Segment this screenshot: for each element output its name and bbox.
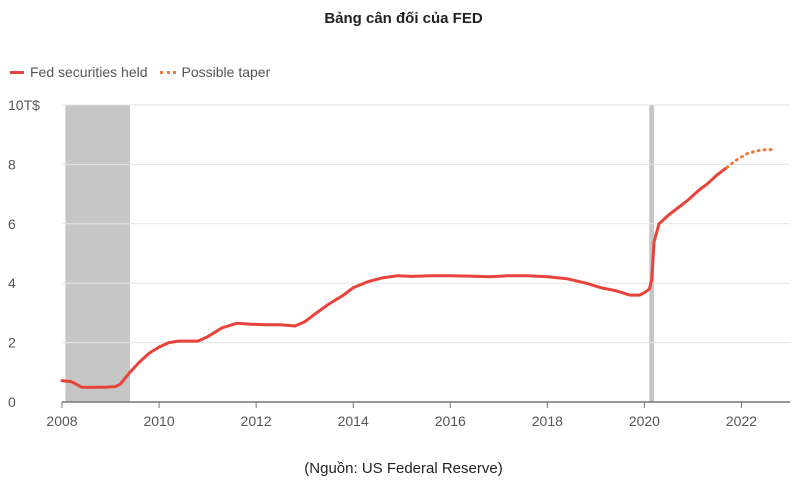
x-tick-label: 2012 [241, 413, 272, 429]
x-tick-label: 2018 [532, 413, 563, 429]
x-tick-label: 2014 [338, 413, 369, 429]
shaded-period-1 [65, 105, 130, 402]
x-tick-label: 2022 [726, 413, 757, 429]
source-note: (Nguồn: US Federal Reserve) [304, 460, 503, 477]
x-tick-label: 2016 [435, 413, 466, 429]
x-tick-label: 2010 [143, 413, 174, 429]
legend-label-projected: Possible taper [181, 64, 271, 80]
legend-label-actual: Fed securities held [30, 64, 148, 80]
legend-swatch-dotted [159, 70, 176, 74]
x-tick-label: 2008 [46, 413, 77, 429]
y-tick-label: 4 [8, 275, 16, 291]
series-line-possible-taper [725, 148, 777, 169]
shaded-period-2 [649, 105, 655, 402]
line-chart: 0 2 4 6 8 10T$ 2008 2010 2012 2014 2016 2018 2020 202… [8, 97, 790, 429]
y-tick-label: 10T$ [8, 97, 40, 113]
y-tick-label: 0 [8, 394, 16, 410]
series-line-fed-securities [60, 165, 729, 389]
legend-item-actual: Fed securities held [10, 64, 148, 80]
x-tick-label: 2020 [629, 413, 660, 429]
chart-title: Bảng cân đối của FED [324, 10, 483, 27]
y-tick-label: 6 [8, 216, 16, 232]
legend-swatch-solid [10, 70, 24, 74]
legend-item-projected: Possible taper [159, 64, 271, 80]
y-tick-label: 2 [8, 335, 16, 351]
legend: Fed securities held Possible taper [10, 64, 282, 80]
y-tick-label: 8 [8, 156, 16, 172]
